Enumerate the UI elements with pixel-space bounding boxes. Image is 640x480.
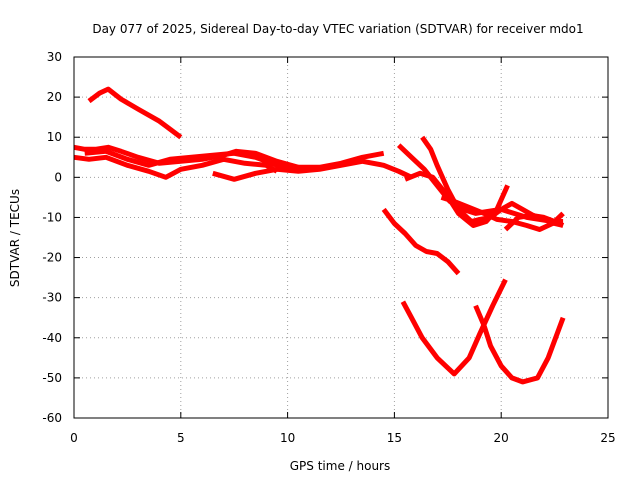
x-tick-labels: 0 5 10 15 20 25	[70, 431, 615, 445]
y-axis-label: SDTVAR / TECUs	[8, 189, 22, 287]
y-tick-label: -10	[42, 210, 62, 224]
x-tick-label: 15	[387, 431, 402, 445]
y-tick-labels: -60 -50 -40 -30 -20 -10 0 10 20 30	[42, 50, 62, 425]
series-line-track-10	[404, 170, 510, 228]
y-tick-label: 0	[54, 170, 62, 184]
y-tick-label: -20	[42, 251, 62, 265]
y-tick-label: -30	[42, 291, 62, 305]
x-tick-label: 20	[494, 431, 509, 445]
series-line-track-5	[84, 148, 299, 170]
series-line-track-3	[73, 154, 279, 180]
y-tick-label: 20	[47, 90, 62, 104]
series-line-track-11	[440, 195, 565, 232]
x-tick-label: 5	[177, 431, 185, 445]
x-axis-label: GPS time / hours	[290, 459, 391, 473]
series-line-track-7	[400, 278, 508, 377]
y-tick-label: 10	[47, 130, 62, 144]
series-group	[73, 86, 566, 385]
series-line-track-4	[212, 158, 413, 182]
y-tick-label: -60	[42, 411, 62, 425]
series-line-track-8	[473, 304, 566, 385]
x-tick-label: 25	[600, 431, 615, 445]
chart-title: Day 077 of 2025, Sidereal Day-to-day VTE…	[92, 22, 583, 36]
y-tick-label: 30	[47, 50, 62, 64]
y-tick-label: -50	[42, 371, 62, 385]
series-line-track-13	[503, 212, 565, 232]
series-line-track-1	[87, 86, 183, 140]
series-line-track-6	[381, 207, 461, 276]
x-tick-label: 0	[70, 431, 78, 445]
y-tick-label: -40	[42, 331, 62, 345]
plot-frame	[73, 56, 609, 419]
axis-ticks	[73, 56, 609, 419]
x-tick-label: 10	[280, 431, 295, 445]
series-line-track-12	[396, 143, 564, 224]
